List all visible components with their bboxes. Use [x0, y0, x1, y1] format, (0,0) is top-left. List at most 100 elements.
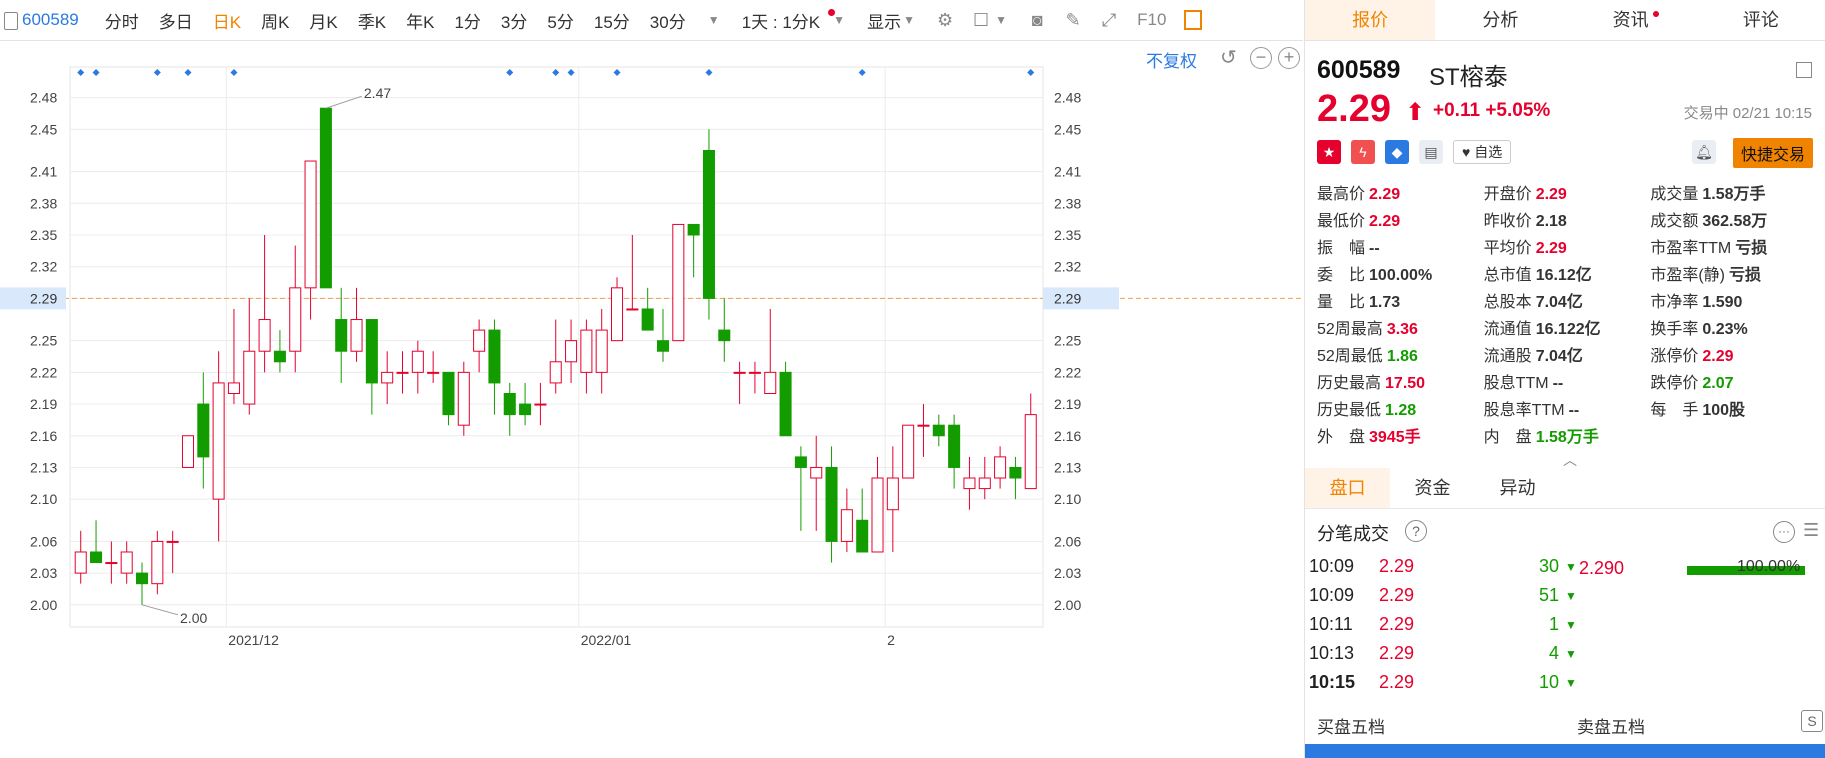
stat-value: 1.86 [1386, 348, 1418, 365]
stat-label: 成交量 [1650, 186, 1699, 203]
quick-icons: ★ ϟ ◆ ▤ ♥ 自选 [1317, 140, 1512, 164]
expand-icon[interactable] [1796, 62, 1812, 78]
tab-comments[interactable]: 评论 [1742, 10, 1779, 30]
candle-body [503, 392, 516, 416]
quick-trade-button[interactable]: 快捷交易 [1733, 138, 1814, 168]
stat-label: 内 盘 [1483, 429, 1532, 446]
fullscreen-icon[interactable]: ⤢ [1101, 10, 1117, 30]
candle-body [565, 340, 578, 363]
list-icon[interactable]: ☰ [1803, 520, 1820, 540]
stat-cell: 换手率 0.23% [1650, 315, 1817, 342]
stats-row: 量 比 1.73 总股本 7.04亿 市净率 1.590 [1317, 288, 1817, 315]
stat-cell: 每 手 100股 [1650, 396, 1817, 423]
y-tick-label-right: 2.41 [1054, 164, 1081, 180]
period-tab[interactable]: 年K [406, 12, 435, 32]
f10-button[interactable]: F10 [1137, 10, 1167, 29]
add-watchlist-button[interactable]: ♥ 自选 [1453, 140, 1512, 164]
depth-price: 2.290 [1579, 558, 1625, 578]
china-flag-icon[interactable]: ★ [1317, 140, 1341, 164]
stat-cell: 最低价 2.29 [1317, 207, 1484, 234]
chevron-down-icon[interactable]: ▼ [707, 13, 720, 27]
quote-stats: 最高价 2.29 开盘价 2.29 成交量 1.58万手 最低价 2.29 昨收价 2.18 成交额… [1317, 180, 1817, 450]
lightning-icon[interactable]: ϟ [1351, 140, 1375, 164]
stat-value: 3945手 [1369, 429, 1421, 446]
stat-value: 2.29 [1535, 240, 1567, 257]
stat-label: 市盈率TTM [1650, 240, 1732, 257]
candle-body [243, 350, 256, 405]
chevron-down-icon[interactable]: ▼ [903, 13, 916, 27]
camera-icon[interactable]: ◙ [1031, 10, 1043, 30]
more-icon[interactable]: ··· [1773, 521, 1795, 543]
tab-analysis[interactable]: 分析 [1482, 10, 1519, 30]
y-tick-label-right: 2.35 [1054, 227, 1081, 243]
y-tick-label-left: 2.35 [30, 227, 57, 243]
collapse-icon[interactable]: ︿ [1563, 452, 1577, 468]
candle-body [549, 361, 562, 384]
panel-tabs: 报价 分析 资讯 评论 [1305, 0, 1825, 41]
stat-label: 涨停价 [1650, 348, 1699, 365]
period-tab[interactable]: 1分 [454, 12, 481, 32]
square-icon[interactable]: ☐ [973, 10, 990, 30]
period-tab[interactable]: 5分 [547, 12, 574, 32]
stats-row: 历史最低 1.28 股息率TTM -- 每 手 100股 [1317, 396, 1817, 423]
gear-icon[interactable]: ⚙ [937, 10, 954, 30]
period-select[interactable]: 1天 : 1分K [741, 12, 821, 32]
tab-orderbook[interactable]: 盘口 [1305, 468, 1390, 508]
tick-row: 10:09 2.29 51 ▼ [1305, 581, 1825, 610]
period-tab[interactable]: 季K [357, 12, 387, 32]
chevron-down-icon[interactable]: ▼ [833, 13, 846, 27]
notes-icon[interactable]: ▤ [1419, 140, 1443, 164]
sidebar-toggle-icon[interactable] [4, 12, 18, 30]
stat-label: 股息率TTM [1483, 402, 1565, 419]
stat-cell: 昨收价 2.18 [1484, 207, 1651, 234]
tab-quote[interactable]: 报价 [1305, 0, 1436, 40]
adjust-mode-button[interactable]: 不复权 [1146, 52, 1197, 71]
s-icon[interactable]: S [1801, 710, 1823, 732]
y-tick-label-left: 2.10 [30, 491, 57, 507]
stats-row: 外 盘 3945手内 盘 1.58万手 [1317, 423, 1817, 450]
stats-row: 历史最高 17.50 股息TTM -- 跌停价 2.07 [1317, 369, 1817, 396]
chevron-down-icon[interactable]: ▼ [995, 13, 1008, 27]
period-tab[interactable]: 30分 [649, 12, 686, 32]
zoom-in-icon[interactable]: + [1278, 47, 1300, 69]
depth-bar [1687, 566, 1805, 575]
tick-time: 10:15 [1309, 672, 1356, 692]
tag-icon[interactable]: ◆ [1385, 140, 1409, 164]
help-icon[interactable]: ? [1405, 520, 1427, 542]
bell-icon[interactable]: 🔔︎ [1692, 140, 1716, 164]
panel-toggle-icon[interactable] [1184, 10, 1203, 30]
event-marker-icon [506, 69, 514, 76]
period-tab[interactable]: 周K [261, 12, 290, 32]
period-tab[interactable]: 3分 [500, 12, 528, 32]
candle-body [672, 223, 685, 342]
tab-news[interactable]: 资讯 [1566, 0, 1696, 40]
period-tab[interactable]: 月K [309, 12, 338, 32]
plot-frame [69, 66, 1044, 628]
candle-body [273, 350, 286, 363]
stat-cell: 股息TTM -- [1484, 369, 1651, 396]
kline-svg[interactable]: 2.48 2.48 2.45 2.45 2.41 2.41 2.38 2.38 2.35 2.35… [0, 41, 1303, 758]
period-tab[interactable]: 日K [212, 12, 242, 32]
candle-body [488, 329, 501, 384]
candle-body [90, 551, 103, 564]
candle-body [733, 371, 746, 374]
candle-body [702, 149, 715, 299]
tab-funds[interactable]: 资金 [1414, 478, 1451, 498]
period-tab[interactable]: 分时 [104, 12, 139, 32]
period-tab[interactable]: 15分 [593, 12, 630, 32]
tick-time: 10:09 [1309, 556, 1355, 576]
stat-cell: 历史最低 1.28 [1317, 396, 1484, 423]
stat-value: 16.122亿 [1535, 321, 1601, 338]
kline-chart[interactable]: 2.48 2.48 2.45 2.45 2.41 2.41 2.38 2.38 2.35 2.35… [0, 41, 1303, 758]
tab-alerts[interactable]: 异动 [1499, 478, 1536, 498]
reset-icon[interactable]: ↺ [1220, 47, 1237, 69]
tick-volume: 4 [1548, 643, 1559, 663]
pen-icon[interactable]: ✎ [1065, 10, 1081, 30]
high-annotation-label: 2.47 [364, 85, 391, 101]
event-marker-icon [184, 69, 192, 76]
chart-toolbar: 600589 分时 多日 日K 周K 月K 季K 年K 1分 3分 5分 15分 30分 ▼ 1天 :… [0, 0, 1303, 41]
zoom-out-icon[interactable]: − [1250, 47, 1272, 69]
display-menu[interactable]: 显示 [867, 12, 902, 32]
period-tab[interactable]: 多日 [158, 12, 193, 32]
candle-body [810, 466, 823, 479]
